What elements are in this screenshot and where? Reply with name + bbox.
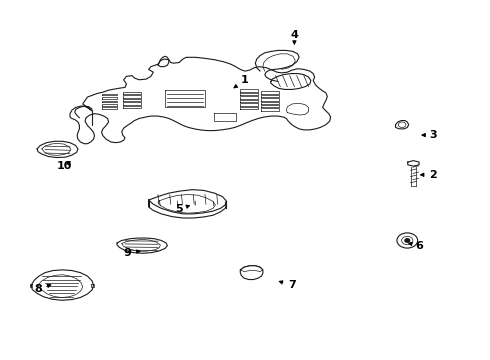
- Text: 6: 6: [409, 241, 423, 251]
- Text: 7: 7: [279, 280, 296, 291]
- Circle shape: [405, 239, 410, 242]
- Text: 8: 8: [34, 284, 51, 294]
- Text: 9: 9: [123, 248, 140, 257]
- Text: 3: 3: [422, 130, 437, 140]
- Text: 1: 1: [234, 75, 249, 88]
- Text: 10: 10: [56, 161, 72, 171]
- Text: 2: 2: [420, 170, 437, 180]
- Text: 5: 5: [175, 204, 190, 214]
- Text: 4: 4: [291, 30, 298, 44]
